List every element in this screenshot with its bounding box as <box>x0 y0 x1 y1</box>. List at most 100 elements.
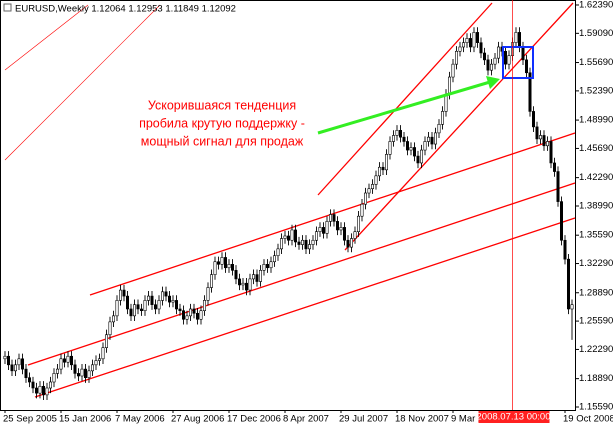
symbol-icon <box>3 3 12 12</box>
y-tick-label: 1.15590 <box>579 402 613 413</box>
candle-body <box>304 239 308 250</box>
candle-body <box>133 304 137 317</box>
channel-line <box>34 217 576 398</box>
candle-body <box>398 130 402 138</box>
candle-body <box>269 261 273 269</box>
candles <box>3 27 574 401</box>
candle-body <box>535 126 539 140</box>
candle-body <box>272 255 276 263</box>
candle-body <box>119 289 123 301</box>
candle-body <box>503 50 507 65</box>
candle-body <box>189 308 193 317</box>
candle-body <box>206 287 210 301</box>
candle-body <box>332 214 336 222</box>
candle-body <box>325 221 329 234</box>
y-tick-label: 1.48990 <box>579 115 613 126</box>
candle-body <box>545 141 549 147</box>
candle-body <box>276 248 280 257</box>
candle-body <box>48 381 52 389</box>
candle-body <box>94 360 98 366</box>
candle-body <box>175 300 179 310</box>
candle-body <box>136 304 140 310</box>
candle-body <box>196 312 200 320</box>
candle-body <box>27 377 31 383</box>
candle-body <box>493 57 497 65</box>
candle-body <box>300 239 304 245</box>
y-tick-label: 1.52390 <box>579 85 613 96</box>
candle-body <box>108 321 112 336</box>
candle-body <box>262 264 266 271</box>
candle-body <box>143 300 147 311</box>
candle-body <box>451 63 455 78</box>
candle-body <box>335 221 339 231</box>
candle-body <box>472 32 476 48</box>
candle-body <box>31 381 35 389</box>
candle-body <box>220 257 224 265</box>
x-tick-label: 29 Jul 2007 <box>339 414 388 425</box>
candle-body <box>458 46 462 52</box>
candle-body <box>84 368 88 379</box>
candle-body <box>570 304 574 310</box>
candle-body <box>468 38 472 48</box>
candle-body <box>307 244 311 250</box>
candle-body <box>412 147 416 157</box>
candle-body <box>521 46 525 61</box>
candle-body <box>213 261 217 275</box>
x-tick-label: 19 Oct 2008 <box>563 414 613 425</box>
candle-body <box>423 141 427 151</box>
candle-body <box>507 55 511 65</box>
candle-body <box>62 358 66 363</box>
candle-body <box>391 135 395 142</box>
candle-body <box>486 59 490 71</box>
candle-body <box>252 274 256 280</box>
candle-body <box>122 289 126 297</box>
candle-body <box>402 136 406 142</box>
candle-body <box>38 385 42 394</box>
channel-line <box>89 132 576 296</box>
candle-body <box>563 239 567 260</box>
candle-body <box>475 32 479 43</box>
annotation: Ускорившаяся тенденция <box>148 98 296 112</box>
highlight-box <box>502 46 534 79</box>
candle-body <box>150 295 154 305</box>
candle-body <box>178 308 182 311</box>
annotation: мощный сигнал для продаж <box>141 134 304 148</box>
candle-body <box>552 162 556 172</box>
steep-line <box>317 2 493 196</box>
candle-body <box>66 355 70 363</box>
candle-body <box>17 358 21 366</box>
y-tick-label: 1.62390 <box>579 0 613 10</box>
candle-body <box>245 282 249 291</box>
annotation: пробила крутую поддержку - <box>139 116 305 130</box>
arrow-head <box>486 76 500 89</box>
candle-body <box>461 42 465 48</box>
candle-body <box>199 310 203 320</box>
x-tick-label: 18 Nov 2007 <box>395 414 449 425</box>
candle-body <box>524 59 528 74</box>
candle-body <box>126 295 130 310</box>
y-tick-label: 1.22290 <box>579 344 613 355</box>
candle-body <box>356 215 360 232</box>
candle-body <box>437 123 441 134</box>
y-tick-label: 1.42290 <box>579 172 613 183</box>
candle-body <box>80 368 84 377</box>
candle-body <box>192 308 196 314</box>
candle-body <box>3 355 7 360</box>
steep-line <box>344 2 574 251</box>
candle-body <box>430 136 434 145</box>
x-tick-label: 8 Apr 2007 <box>283 414 329 425</box>
candle-body <box>293 229 297 243</box>
y-tick-label: 1.25590 <box>579 316 613 327</box>
candle-body <box>531 111 535 128</box>
candle-body <box>517 32 521 48</box>
candle-body <box>265 264 269 269</box>
candle-body <box>482 52 486 61</box>
candle-body <box>514 32 518 43</box>
x-tick-label: 7 May 2006 <box>115 414 165 425</box>
candle-body <box>528 72 532 112</box>
candle-body <box>248 278 252 291</box>
candle-body <box>70 355 74 366</box>
candle-body <box>14 364 18 372</box>
candle-body <box>489 63 493 71</box>
candle-body <box>559 201 563 241</box>
